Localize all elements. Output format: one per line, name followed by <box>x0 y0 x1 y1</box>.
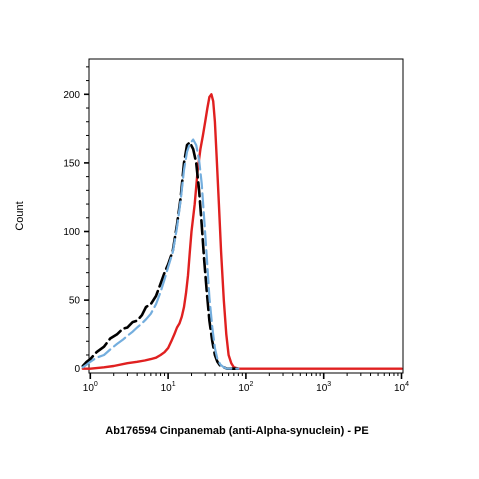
series-line-2 <box>81 138 240 370</box>
y-tick-label: 100 <box>63 227 80 238</box>
plot-frame <box>88 58 404 374</box>
chart-axes <box>88 58 404 374</box>
x-tick-label: 103 <box>316 381 331 394</box>
x-tick-label: 104 <box>394 381 409 394</box>
y-tick-label: 200 <box>63 90 80 101</box>
y-axis-ticks: 0 50 100 150 200 <box>63 66 89 375</box>
x-axis-ticks: 100 101 102 103 104 <box>83 373 409 394</box>
x-tick-label: 101 <box>161 381 176 394</box>
series-line-1 <box>81 141 240 370</box>
y-axis-label: Count <box>14 201 26 230</box>
series-layer <box>81 93 403 370</box>
x-tick-label: 102 <box>238 381 253 394</box>
x-axis-label: Ab176594 Cinpanemab (anti-Alpha-synuclei… <box>105 425 368 437</box>
y-tick-label: 50 <box>69 296 81 307</box>
y-tick-label: 0 <box>74 364 80 375</box>
series-line-3 <box>81 93 403 370</box>
y-tick-label: 150 <box>63 158 80 169</box>
x-tick-label: 100 <box>83 381 98 394</box>
